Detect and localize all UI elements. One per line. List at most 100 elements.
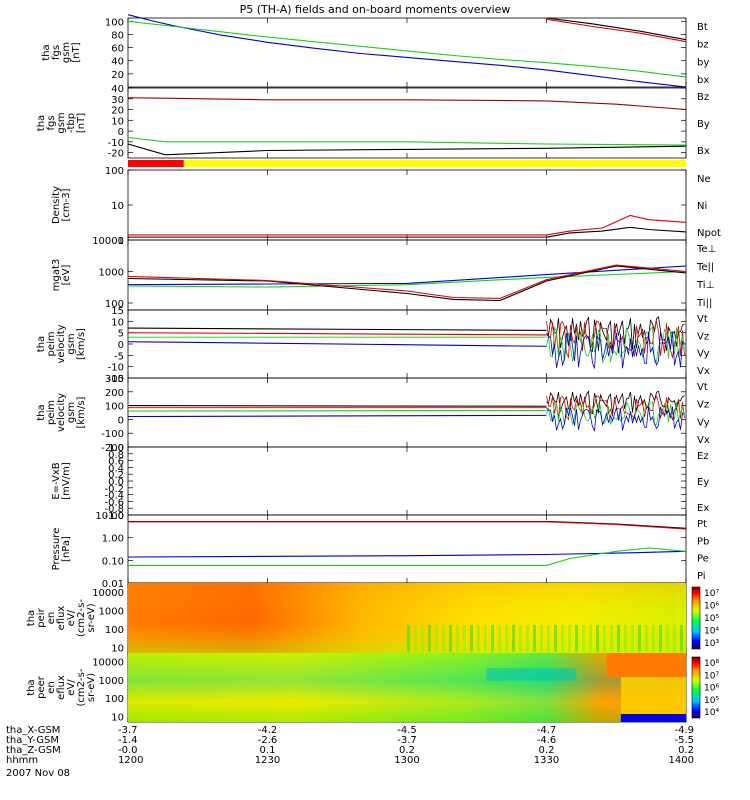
spectrogram-streak bbox=[477, 625, 480, 652]
y-axis-label: peer bbox=[36, 675, 47, 699]
spectrogram-shading-peer_eflux bbox=[128, 653, 686, 722]
x-axis-value: -0.0 bbox=[118, 745, 138, 756]
y-axis-label: E=-VxB bbox=[51, 462, 62, 499]
legend-Vy: Vy bbox=[697, 349, 710, 360]
legend-Ey: Ey bbox=[697, 477, 709, 488]
spectrogram-streak bbox=[540, 625, 543, 652]
y-axis-label: [nT] bbox=[76, 113, 87, 133]
mode-bar-segment bbox=[128, 160, 184, 167]
y-tick-label: 1000 bbox=[99, 606, 124, 617]
legend-Pe: Pe bbox=[697, 554, 709, 565]
series-velocity_small-Vt bbox=[128, 328, 547, 330]
y-tick-label: -100 bbox=[101, 429, 124, 440]
series-pressure-Pt bbox=[128, 521, 686, 528]
y-tick-label: -20 bbox=[108, 149, 124, 160]
legend-by: by bbox=[697, 57, 709, 68]
spectrogram-warm-region bbox=[620, 677, 686, 716]
spectrogram-streak bbox=[414, 625, 417, 652]
spectrogram-streak bbox=[547, 625, 550, 652]
legend-Te||: Te|| bbox=[696, 262, 714, 273]
panel-frame-velocity_small bbox=[127, 309, 687, 379]
y-tick-label: -10 bbox=[108, 138, 124, 149]
series-fgs_gsm_dsl-Bz bbox=[128, 98, 686, 110]
x-axis-row-label: tha_X-GSM bbox=[6, 725, 60, 736]
series-fgs_gsm-bz bbox=[547, 19, 687, 41]
y-tick-label: 10000 bbox=[92, 588, 124, 599]
y-tick-label: -1.0 bbox=[104, 511, 124, 522]
spectrogram-streak bbox=[631, 625, 634, 652]
y-axis-label: tha bbox=[26, 610, 37, 626]
y-tick-label: 20 bbox=[111, 70, 124, 81]
colorbar-tick-label: 10⁴ bbox=[704, 627, 719, 637]
y-tick-label: 1000 bbox=[99, 268, 124, 279]
spectrogram-streak bbox=[582, 625, 585, 652]
x-axis-value: 1200 bbox=[118, 755, 143, 766]
series-temperature-Te|| bbox=[128, 266, 686, 301]
spectrogram-streak bbox=[666, 625, 669, 652]
y-axis-label: tha bbox=[41, 44, 52, 60]
colorbar-tick-label: 10⁷ bbox=[704, 671, 719, 681]
y-tick-label: 1 bbox=[118, 236, 124, 247]
series-burst-velocity_large bbox=[546, 406, 685, 432]
x-axis-value: -5.5 bbox=[674, 735, 694, 746]
y-axis-label: peir bbox=[36, 607, 47, 627]
legend-Bt: Bt bbox=[697, 22, 708, 33]
y-axis-label: [mV/m] bbox=[61, 462, 72, 500]
y-axis-label: gsm bbox=[66, 402, 77, 423]
legend-Pt: Pt bbox=[697, 519, 707, 530]
y-tick-label: 100 bbox=[105, 299, 124, 310]
y-axis-label: eflux bbox=[56, 675, 67, 700]
x-axis-value: -4.6 bbox=[537, 735, 557, 746]
y-tick-label: -0.6 bbox=[104, 497, 124, 508]
legend-Pb: Pb bbox=[697, 536, 709, 547]
colorbar-tick-label: 10⁵ bbox=[704, 696, 719, 706]
legend-Bz: Bz bbox=[697, 92, 709, 103]
series-temperature-Ti|| bbox=[128, 272, 686, 288]
colorbar-peer_eflux bbox=[691, 656, 701, 719]
panel-frame-efield bbox=[127, 446, 687, 516]
x-axis-value: -3.7 bbox=[118, 725, 138, 736]
y-tick-label: 0.8 bbox=[108, 450, 124, 461]
spectrogram-streak bbox=[428, 625, 431, 652]
y-axis-label: Density bbox=[51, 186, 62, 224]
spectrogram-streak bbox=[603, 625, 606, 652]
y-tick-label: 1.00 bbox=[102, 534, 124, 545]
spectrogram-streak bbox=[435, 625, 438, 652]
figure-title: P5 (TH-A) fields and on-board moments ov… bbox=[240, 3, 511, 16]
y-tick-label: 0.4 bbox=[108, 463, 124, 474]
x-axis-value: -2.6 bbox=[258, 735, 278, 746]
legend-Vy: Vy bbox=[697, 417, 710, 428]
spectrogram-streak bbox=[519, 625, 522, 652]
y-tick-label: 100 bbox=[105, 625, 124, 636]
y-axis-label: mgat3 bbox=[51, 259, 62, 292]
spectrogram-low-band bbox=[620, 714, 686, 722]
y-tick-label: 10 bbox=[111, 713, 124, 724]
colorbar-tick-label: 10³ bbox=[704, 639, 719, 649]
y-axis-label: gsm bbox=[66, 333, 77, 354]
y-tick-label: -0.4 bbox=[104, 491, 124, 502]
spectrogram-streak bbox=[624, 625, 627, 652]
series-density-Ne bbox=[128, 216, 686, 235]
series-fgs_gsm_dsl-Bx bbox=[128, 144, 686, 155]
series-pressure-Pi bbox=[128, 551, 686, 557]
y-tick-label: 100 bbox=[105, 402, 124, 413]
y-tick-label: 40 bbox=[111, 84, 124, 95]
y-tick-label: 10000 bbox=[92, 236, 124, 247]
y-axis-label: fgs bbox=[46, 115, 57, 130]
spectrogram-streak bbox=[561, 625, 564, 652]
spectrogram-streak bbox=[491, 625, 494, 652]
x-axis-value: 1400 bbox=[669, 755, 694, 766]
spectrogram-streak bbox=[589, 625, 592, 652]
spectrogram-streak bbox=[526, 625, 529, 652]
y-tick-label: -0.2 bbox=[104, 484, 124, 495]
y-tick-label: -5 bbox=[114, 351, 124, 362]
legend-Te⊥: Te⊥ bbox=[696, 244, 716, 255]
y-tick-label: 10 bbox=[111, 643, 124, 654]
spectrogram-streak bbox=[617, 625, 620, 652]
x-axis-value: -4.2 bbox=[258, 725, 278, 736]
y-tick-label: 20 bbox=[111, 106, 124, 117]
y-axis-label: en bbox=[46, 681, 57, 694]
y-tick-label: 100 bbox=[105, 694, 124, 705]
y-tick-label: -10 bbox=[108, 363, 124, 374]
spectrogram-streak bbox=[442, 625, 445, 652]
